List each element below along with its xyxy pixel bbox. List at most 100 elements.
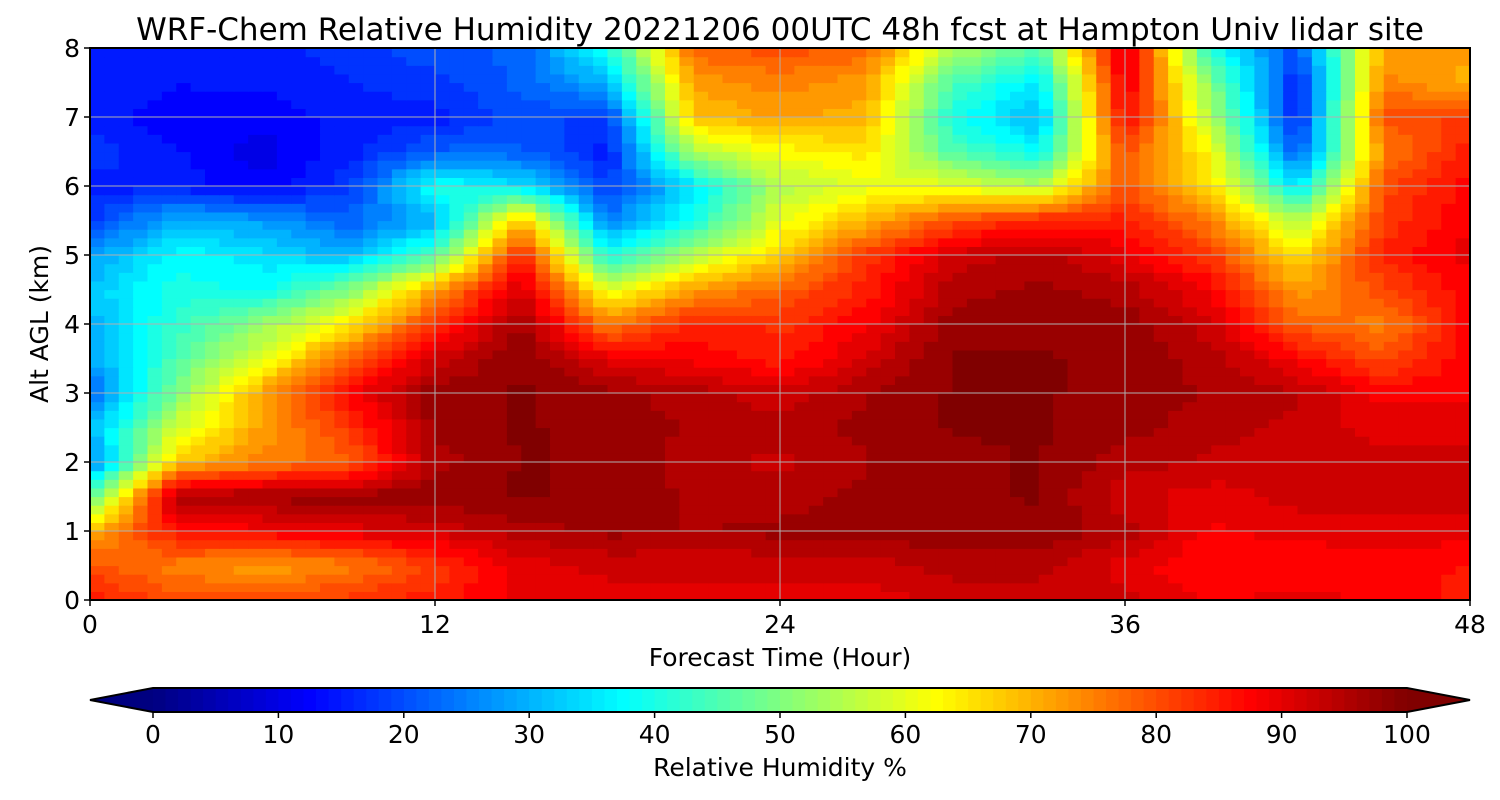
- heat-cell: [1010, 332, 1025, 342]
- heat-cell: [1139, 410, 1155, 420]
- heat-cell: [981, 298, 997, 308]
- heat-cell: [895, 306, 910, 316]
- heat-cell: [147, 203, 163, 213]
- heat-cell: [1283, 565, 1299, 575]
- heat-cell: [348, 229, 364, 239]
- heat-cell: [794, 513, 810, 523]
- heat-cell: [391, 298, 407, 308]
- heat-cell: [938, 177, 954, 187]
- heat-cell: [406, 505, 422, 515]
- heat-cell: [751, 272, 767, 282]
- heat-cell: [305, 522, 321, 532]
- heat-cell: [233, 410, 249, 420]
- heat-cell: [406, 229, 422, 239]
- heat-cell: [765, 574, 781, 584]
- heat-cell: [909, 427, 925, 437]
- heat-cell: [1398, 479, 1414, 489]
- heat-cell: [966, 574, 982, 584]
- heat-cell: [492, 194, 508, 204]
- heat-cell: [1010, 513, 1025, 523]
- heat-cell: [966, 462, 982, 472]
- heat-cell: [1139, 574, 1155, 584]
- heat-cell: [895, 211, 910, 222]
- heat-cell: [1010, 168, 1025, 178]
- heat-cell: [550, 263, 565, 273]
- heat-cell: [1283, 574, 1299, 584]
- heat-cell: [1441, 272, 1457, 282]
- heat-cell: [262, 246, 278, 256]
- heat-cell: [276, 255, 292, 265]
- heat-cell: [909, 574, 925, 584]
- heat-cell: [578, 263, 594, 273]
- heat-cell: [966, 177, 982, 187]
- heat-cell: [1441, 151, 1457, 161]
- heat-cell: [952, 272, 968, 282]
- heat-cell: [593, 401, 609, 411]
- heat-cell: [650, 548, 666, 558]
- heat-cell: [1355, 298, 1370, 308]
- heat-cell: [1196, 349, 1212, 360]
- heat-cell: [909, 168, 925, 178]
- heat-cell: [449, 151, 465, 161]
- heat-cell: [320, 177, 335, 187]
- heat-cell: [981, 168, 997, 178]
- heat-cell: [1326, 263, 1342, 273]
- heat-cell: [952, 324, 968, 334]
- heat-cell: [1426, 237, 1442, 247]
- heat-cell: [1225, 186, 1241, 196]
- heat-cell: [391, 401, 407, 411]
- heat-cell: [765, 160, 781, 170]
- heat-cell: [535, 324, 551, 334]
- heat-cell: [966, 522, 982, 532]
- heat-cell: [909, 496, 925, 506]
- heat-cell: [679, 263, 695, 273]
- heat-cell: [780, 289, 795, 299]
- heat-cell: [607, 591, 623, 600]
- heat-cell: [262, 444, 278, 454]
- heat-cell: [1153, 203, 1169, 213]
- heat-cell: [391, 548, 407, 558]
- heat-cell: [391, 505, 407, 515]
- heat-cell: [1441, 203, 1457, 213]
- heat-cell: [1168, 470, 1184, 480]
- heat-cell: [607, 496, 623, 506]
- heat-cell: [1340, 324, 1356, 334]
- heat-cell: [348, 211, 364, 222]
- heat-cell: [966, 203, 982, 213]
- heat-cell: [190, 556, 206, 567]
- heat-cell: [1383, 384, 1399, 394]
- heat-cell: [722, 194, 738, 204]
- heat-cell: [751, 186, 767, 196]
- heat-cell: [118, 332, 134, 342]
- heat-cell: [133, 237, 149, 247]
- heat-cell: [147, 539, 163, 549]
- heat-cell: [751, 246, 767, 256]
- heat-cell: [1398, 531, 1414, 541]
- heat-cell: [1096, 565, 1112, 575]
- heat-cell: [837, 237, 853, 247]
- heat-cell: [90, 401, 105, 411]
- heat-cell: [1081, 436, 1097, 446]
- heat-cell: [823, 513, 839, 523]
- heat-cell: [535, 574, 551, 584]
- heat-cell: [262, 160, 278, 170]
- heat-cell: [1038, 410, 1054, 420]
- heat-cell: [550, 367, 565, 377]
- heat-cell: [348, 349, 364, 360]
- heat-cell: [521, 539, 537, 549]
- heat-cell: [1340, 332, 1356, 342]
- heat-cell: [550, 151, 565, 161]
- heat-cell: [176, 470, 192, 480]
- heat-cell: [650, 444, 666, 454]
- heat-cell: [391, 539, 407, 549]
- heat-cell: [564, 186, 580, 196]
- heat-cell: [262, 479, 278, 489]
- heat-cell: [722, 263, 738, 273]
- heat-cell: [765, 444, 781, 454]
- heat-cell: [1182, 341, 1198, 351]
- heat-cell: [463, 487, 479, 498]
- heat-cell: [679, 324, 695, 334]
- heat-cell: [866, 522, 882, 532]
- heat-cell: [205, 203, 220, 213]
- heat-cell: [320, 582, 335, 592]
